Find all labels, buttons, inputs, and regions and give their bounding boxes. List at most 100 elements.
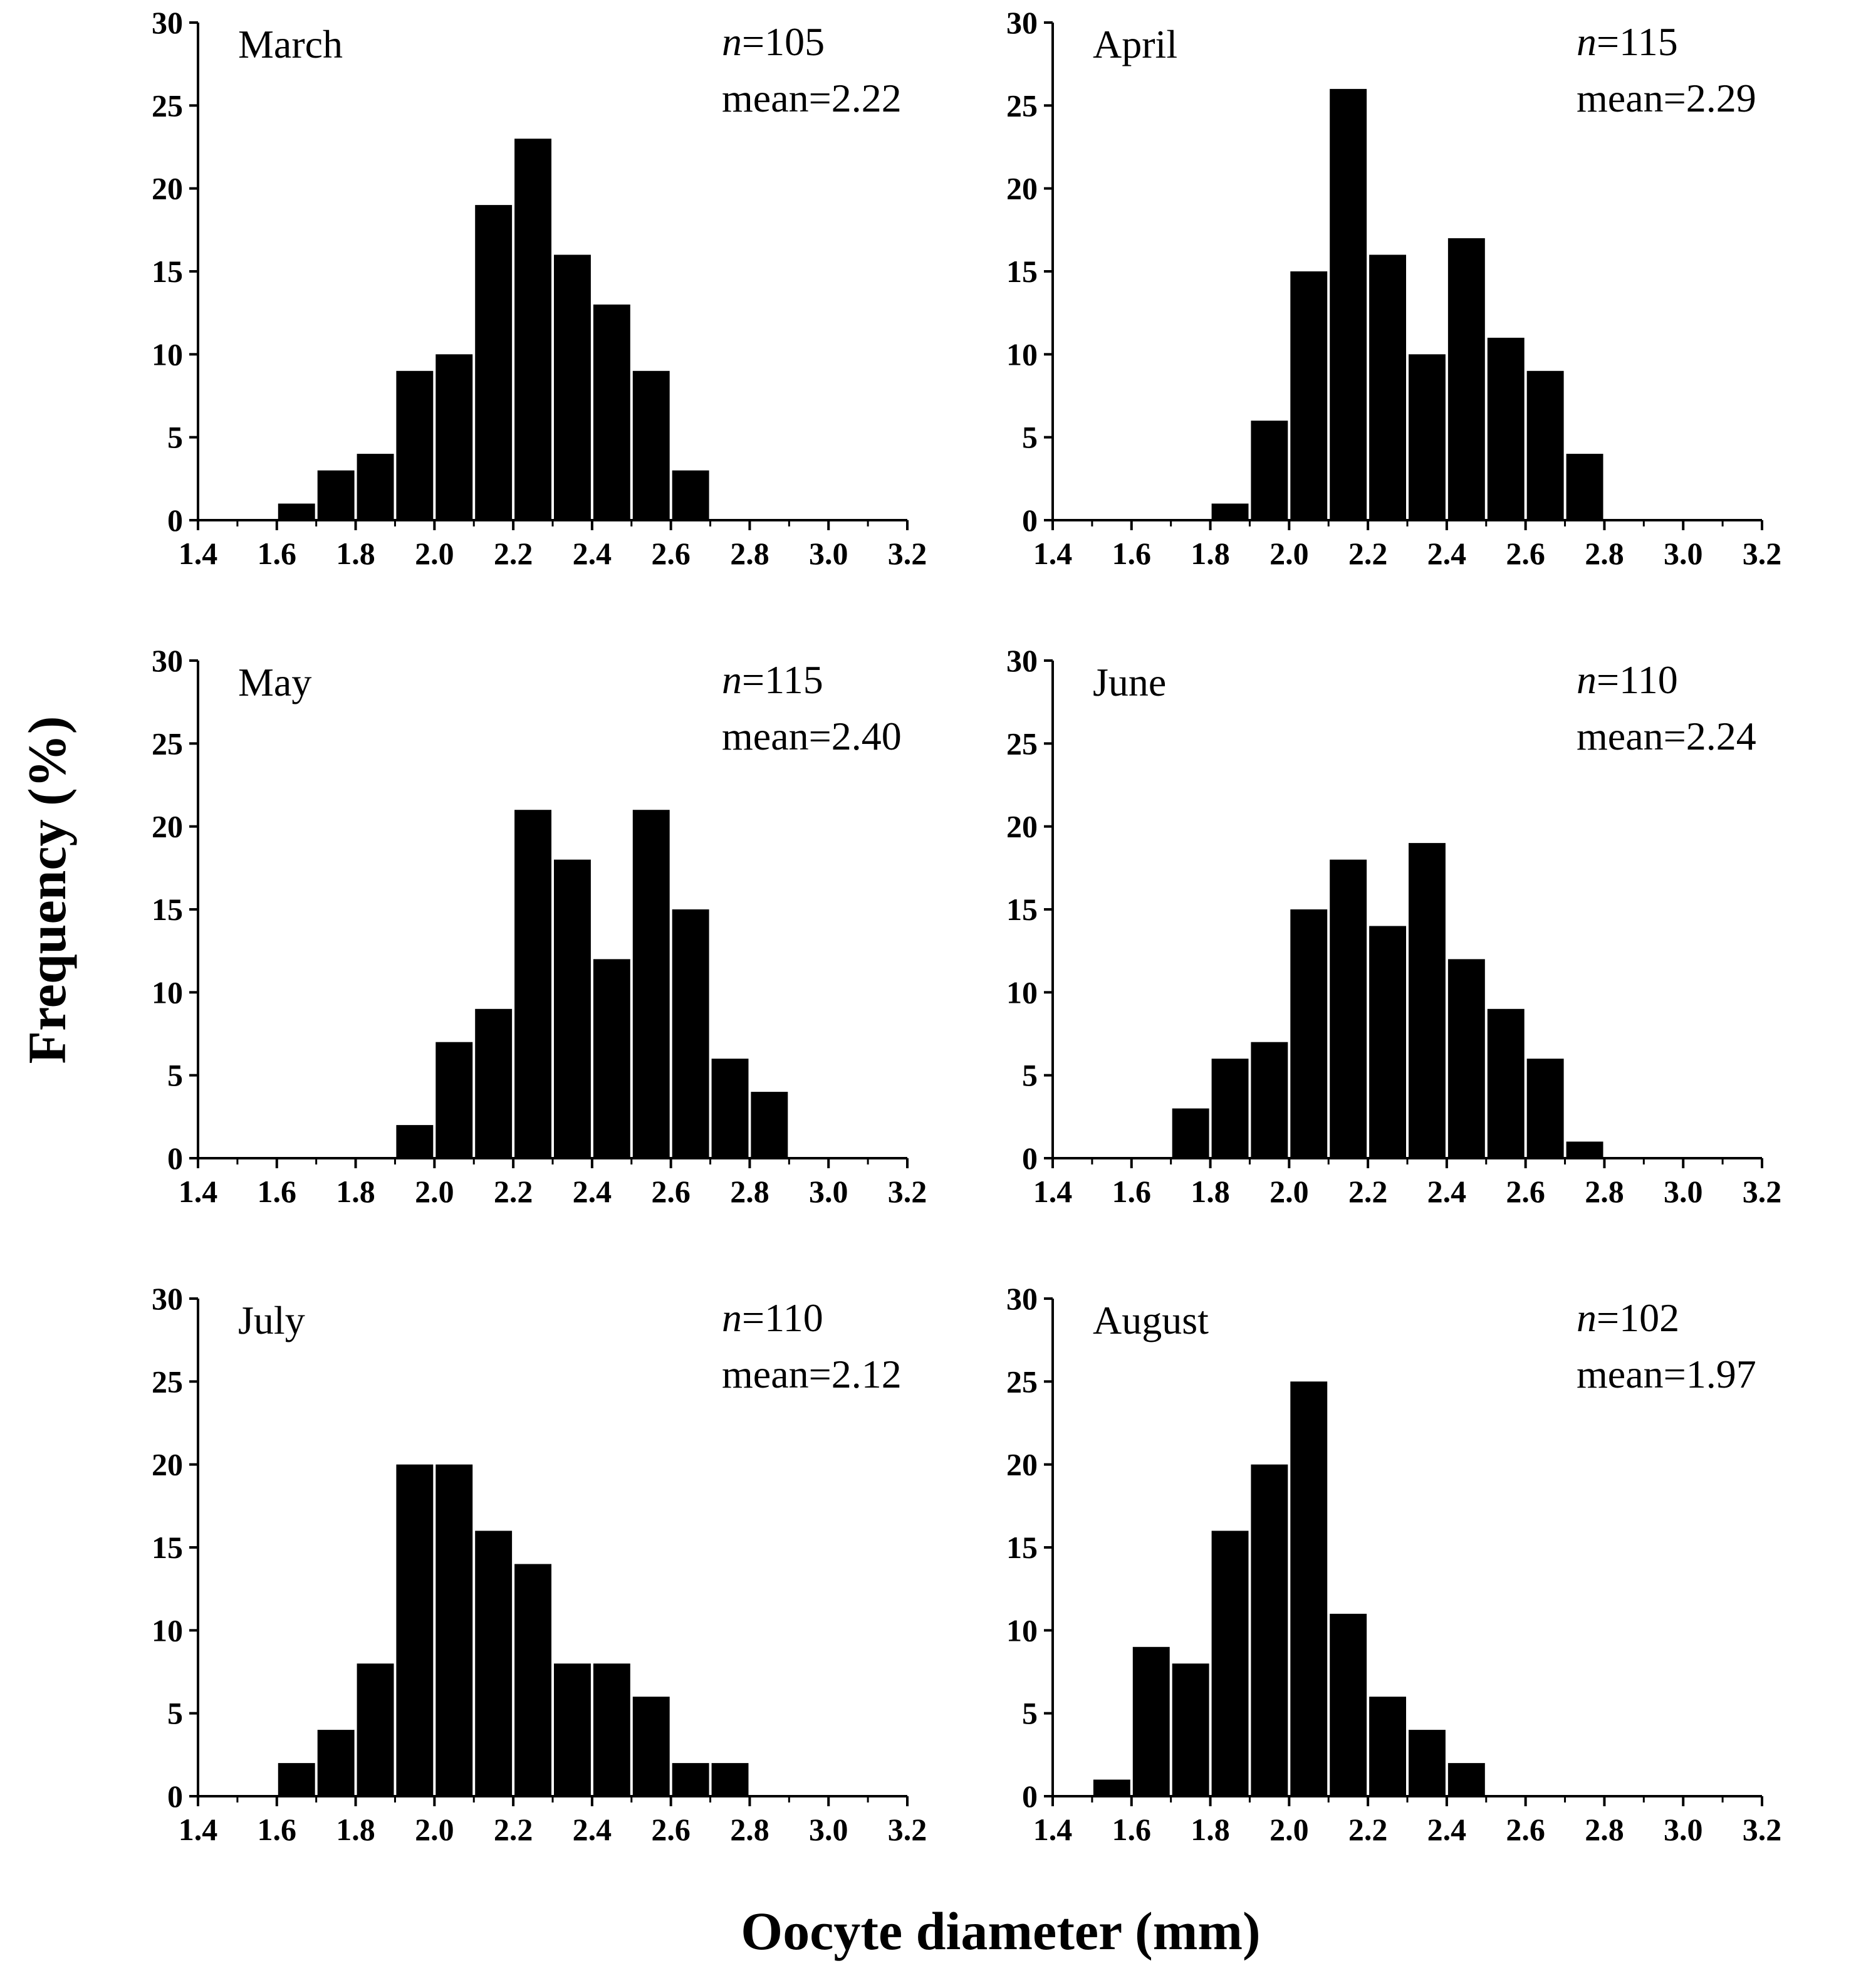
y-tick-label-may-0: 0	[167, 1141, 183, 1176]
bar-march-2-5	[632, 370, 670, 520]
n-value-april: n=115	[1577, 19, 1678, 64]
y-tick-label-april-25: 25	[1006, 88, 1038, 123]
panels-group: 0 5 10 15 20 25 30 1.4 1.6 1.8 2.0 2.2 2.4 2.6 2.8 3.0 3…	[152, 5, 1781, 1847]
x-tick-label-june-2-8: 2.8	[1585, 1174, 1624, 1209]
x-tick-label-july-3-2: 3.2	[888, 1812, 927, 1847]
bar-march-2-0	[435, 354, 473, 520]
bar-march-1-8	[357, 454, 394, 520]
n-value-june: n=110	[1577, 657, 1678, 702]
n-symbol-april: n	[1577, 19, 1597, 64]
bar-june-1-9	[1251, 1042, 1288, 1158]
y-axis-title: Frequency (%)	[17, 716, 77, 1064]
bar-may-2-1	[475, 1008, 513, 1158]
x-tick-label-may-3-2: 3.2	[888, 1174, 927, 1209]
mean-value-july: mean=2.12	[722, 1352, 902, 1396]
bar-august-2-4	[1447, 1763, 1485, 1796]
bar-april-2-3	[1409, 354, 1446, 520]
bar-may-2-0	[435, 1042, 473, 1158]
n-value-may: n=115	[722, 657, 823, 702]
x-tick-label-march-1-8: 1.8	[336, 536, 375, 571]
y-tick-label-august-20: 20	[1006, 1447, 1038, 1482]
x-tick-label-august-3-2: 3.2	[1743, 1812, 1782, 1847]
bar-june-2-2	[1369, 926, 1406, 1158]
x-tick-label-may-1-4: 1.4	[179, 1174, 218, 1209]
x-tick-label-july-2-4: 2.4	[573, 1812, 612, 1847]
x-tick-label-may-1-6: 1.6	[258, 1174, 297, 1209]
x-tick-label-march-2-2: 2.2	[494, 536, 533, 571]
panel-may: 0 5 10 15 20 25 30 1.4 1.6 1.8 2.0 2.2 2.4 2.6 2.8 3.0 3…	[152, 643, 927, 1209]
x-tick-label-july-2-8: 2.8	[730, 1812, 769, 1847]
x-tick-label-april-2-2: 2.2	[1348, 536, 1388, 571]
y-tick-label-march-5: 5	[167, 420, 183, 455]
x-tick-label-march-2-0: 2.0	[415, 536, 454, 571]
panel-july: 0 5 10 15 20 25 30 1.4 1.6 1.8 2.0 2.2 2.4 2.6 2.8 3.0 3…	[152, 1281, 927, 1847]
bar-july-2-3	[554, 1663, 591, 1796]
x-tick-label-august-2-8: 2.8	[1585, 1812, 1624, 1847]
y-tick-label-march-20: 20	[152, 171, 183, 206]
bar-july-1-8	[357, 1663, 394, 1796]
bar-march-2-3	[554, 254, 591, 520]
panel-april: 0 5 10 15 20 25 30 1.4 1.6 1.8 2.0 2.2 2.4 2.6 2.8 3.0 3…	[1006, 5, 1781, 571]
n-number-march: =105	[742, 19, 825, 64]
bar-june-2-1	[1330, 859, 1367, 1158]
bar-april-2-7	[1566, 454, 1603, 520]
n-value-august: n=102	[1577, 1295, 1679, 1340]
y-tick-label-july-15: 15	[152, 1530, 183, 1565]
bar-may-2-2	[514, 810, 551, 1158]
x-tick-label-august-1-6: 1.6	[1112, 1812, 1152, 1847]
y-tick-label-march-10: 10	[152, 337, 183, 372]
bar-may-2-8	[751, 1092, 788, 1158]
x-tick-label-march-2-4: 2.4	[573, 536, 612, 571]
x-tick-label-march-3-0: 3.0	[809, 536, 848, 571]
x-axis-title: Oocyte diameter (mm)	[741, 1901, 1260, 1961]
x-tick-label-june-3-2: 3.2	[1743, 1174, 1782, 1209]
bar-april-2-2	[1369, 254, 1406, 520]
bar-august-1-8	[1211, 1530, 1249, 1796]
y-tick-label-august-5: 5	[1022, 1696, 1038, 1731]
bar-june-2-0	[1290, 909, 1328, 1158]
x-tick-label-august-2-0: 2.0	[1269, 1812, 1309, 1847]
mean-value-march: mean=2.22	[722, 76, 902, 120]
y-tick-label-june-30: 30	[1006, 643, 1038, 678]
x-tick-label-august-2-6: 2.6	[1506, 1812, 1545, 1847]
bar-august-2-1	[1330, 1613, 1367, 1796]
bar-june-2-7	[1566, 1141, 1603, 1158]
x-tick-label-april-3-0: 3.0	[1664, 536, 1703, 571]
x-tick-label-may-3-0: 3.0	[809, 1174, 848, 1209]
x-tick-label-march-3-2: 3.2	[888, 536, 927, 571]
n-value-july: n=110	[722, 1295, 823, 1340]
n-value-march: n=105	[722, 19, 825, 64]
bar-june-2-4	[1447, 959, 1485, 1158]
bar-july-2-0	[435, 1464, 473, 1796]
x-tick-label-april-2-0: 2.0	[1269, 536, 1309, 571]
bar-may-2-6	[672, 909, 709, 1158]
n-symbol-august: n	[1577, 1295, 1597, 1340]
bar-august-1-5	[1093, 1779, 1130, 1796]
mean-value-may: mean=2.40	[722, 714, 902, 758]
x-tick-label-july-2-2: 2.2	[494, 1812, 533, 1847]
x-tick-label-june-1-8: 1.8	[1191, 1174, 1230, 1209]
panel-june: 0 5 10 15 20 25 30 1.4 1.6 1.8 2.0 2.2 2.4 2.6 2.8 3.0 3…	[1006, 643, 1781, 1209]
month-label-march: March	[238, 22, 343, 66]
y-tick-label-july-25: 25	[152, 1364, 183, 1399]
month-label-june: June	[1093, 660, 1166, 704]
n-symbol-march: n	[722, 19, 742, 64]
bar-june-1-8	[1211, 1059, 1249, 1158]
x-tick-label-july-1-4: 1.4	[179, 1812, 218, 1847]
bar-may-2-4	[593, 959, 630, 1158]
x-tick-label-august-2-2: 2.2	[1348, 1812, 1388, 1847]
x-tick-label-august-2-4: 2.4	[1427, 1812, 1467, 1847]
y-tick-label-march-25: 25	[152, 88, 183, 123]
n-symbol-july: n	[722, 1295, 742, 1340]
x-tick-label-june-2-0: 2.0	[1269, 1174, 1309, 1209]
bar-april-2-5	[1487, 337, 1525, 520]
bar-may-2-5	[632, 810, 670, 1158]
x-tick-label-july-3-0: 3.0	[809, 1812, 848, 1847]
bar-august-2-3	[1409, 1730, 1446, 1796]
y-tick-label-may-10: 10	[152, 975, 183, 1010]
bar-july-1-6	[278, 1763, 315, 1796]
y-tick-label-june-15: 15	[1006, 892, 1038, 927]
panel-august: 0 5 10 15 20 25 30 1.4 1.6 1.8 2.0 2.2 2.4 2.6 2.8 3.0 3…	[1006, 1281, 1781, 1847]
bar-may-2-3	[554, 859, 591, 1158]
